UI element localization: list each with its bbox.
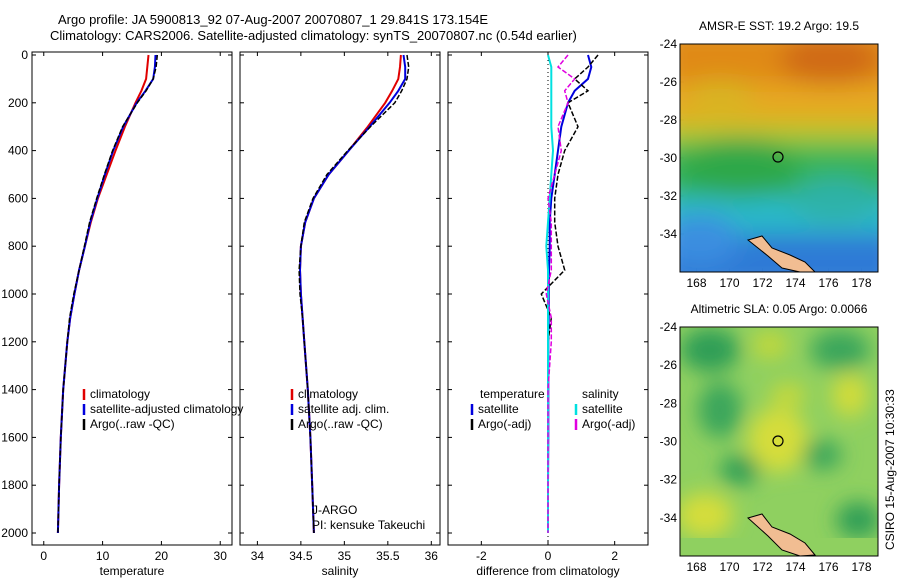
x-axis-label: difference from climatology [476, 564, 619, 578]
map-y-tick-label: -26 [660, 358, 678, 372]
map-y-tick-label: -32 [660, 189, 678, 203]
figure-subtitle: Climatology: CARS2006. Satellite-adjuste… [50, 28, 577, 43]
x-axis-label: salinity [322, 564, 359, 578]
map-y-tick-label: -24 [660, 320, 678, 334]
depth-tick-label: 1600 [1, 430, 28, 444]
figure-title: Argo profile: JA 5900813_92 07-Aug-2007 … [58, 12, 489, 27]
depth-tick-label: 400 [8, 144, 28, 158]
legend-label: satellite adj. clim. [298, 402, 389, 416]
x-tick-label: 0 [545, 549, 552, 563]
map-x-tick-label: 172 [752, 276, 772, 290]
series-line-argo-raw-qc- [57, 54, 159, 534]
map-y-tick-label: -34 [660, 227, 678, 241]
x-tick-label: 2 [611, 549, 618, 563]
map-x-tick-label: 176 [818, 276, 838, 290]
depth-tick-label: 0 [21, 48, 28, 62]
x-tick-label: 10 [96, 549, 110, 563]
legend-label: climatology [298, 387, 358, 401]
depth-tick-label: 2000 [1, 526, 28, 540]
legend-label: Argo(..raw -QC) [298, 417, 383, 431]
legend-label: satellite [582, 402, 623, 416]
legend-label: satellite-adjusted climatology [90, 402, 243, 416]
sst-map [680, 44, 878, 272]
panel-annotation: J-ARGO [312, 503, 357, 517]
x-tick-label: 30 [214, 549, 228, 563]
legend-label: Argo(-adj) [478, 417, 531, 431]
map-y-tick-label: -26 [660, 75, 678, 89]
sla-argo-marker [772, 435, 784, 447]
map-x-tick-label: 172 [752, 560, 772, 574]
sla-map-frame [679, 326, 879, 557]
legend-label: climatology [90, 387, 150, 401]
map-y-tick-label: -24 [660, 37, 678, 51]
legend-label: Argo(..raw -QC) [90, 417, 175, 431]
map-y-tick-label: -28 [660, 113, 678, 127]
map-x-tick-label: 174 [785, 276, 805, 290]
series-line-satellite [545, 54, 555, 533]
map-x-tick-label: 170 [719, 560, 739, 574]
x-tick-label: 34.5 [289, 549, 313, 563]
series-line-satellite-adj-clim- [298, 54, 407, 534]
footer-side-credit: CSIRO 15-Aug-2007 10:30:33 [883, 389, 897, 550]
map-x-tick-label: 178 [851, 560, 871, 574]
legend-label: Argo(-adj) [582, 417, 635, 431]
map-x-tick-label: 170 [719, 276, 739, 290]
sst-map-frame [679, 43, 879, 273]
x-axis-label: temperature [100, 564, 165, 578]
sla-map [680, 327, 878, 556]
temperature-panel [31, 51, 233, 546]
x-tick-label: -2 [476, 549, 487, 563]
map-x-tick-label: 176 [818, 560, 838, 574]
depth-tick-label: 800 [8, 239, 28, 253]
series-line-argo-raw-qc- [298, 54, 410, 534]
x-tick-label: 20 [155, 549, 169, 563]
x-tick-label: 0 [40, 549, 47, 563]
depth-tick-label: 200 [8, 96, 28, 110]
map-title: Altimetric SLA: 0.05 Argo: 0.0066 [691, 302, 868, 316]
map-x-tick-label: 174 [785, 560, 805, 574]
x-tick-label: 35 [338, 549, 352, 563]
map-y-tick-label: -32 [660, 473, 678, 487]
legend-header: salinity [582, 387, 619, 401]
sst-argo-marker [772, 151, 784, 163]
panel-annotation: PI: kensuke Takeuchi [312, 518, 425, 532]
legend-header: temperature [480, 387, 545, 401]
map-x-tick-label: 178 [851, 276, 871, 290]
x-tick-label: 34 [251, 549, 265, 563]
map-y-tick-label: -30 [660, 151, 678, 165]
map-x-tick-label: 168 [686, 276, 706, 290]
x-tick-label: 36 [425, 549, 439, 563]
map-x-tick-label: 168 [686, 560, 706, 574]
map-y-tick-label: -28 [660, 396, 678, 410]
map-y-tick-label: -30 [660, 435, 678, 449]
map-y-tick-label: -34 [660, 511, 678, 525]
depth-tick-label: 1400 [1, 383, 28, 397]
depth-tick-label: 600 [8, 191, 28, 205]
salinity-panel [239, 51, 441, 546]
sla-land [746, 513, 817, 556]
legend-label: satellite [478, 402, 519, 416]
depth-tick-label: 1800 [1, 478, 28, 492]
depth-tick-label: 1000 [1, 287, 28, 301]
x-tick-label: 35.5 [376, 549, 400, 563]
sst-land [746, 235, 816, 272]
series-line-argo-adj- [545, 54, 576, 533]
depth-tick-label: 1200 [1, 335, 28, 349]
map-title: AMSR-E SST: 19.2 Argo: 19.5 [699, 19, 859, 33]
